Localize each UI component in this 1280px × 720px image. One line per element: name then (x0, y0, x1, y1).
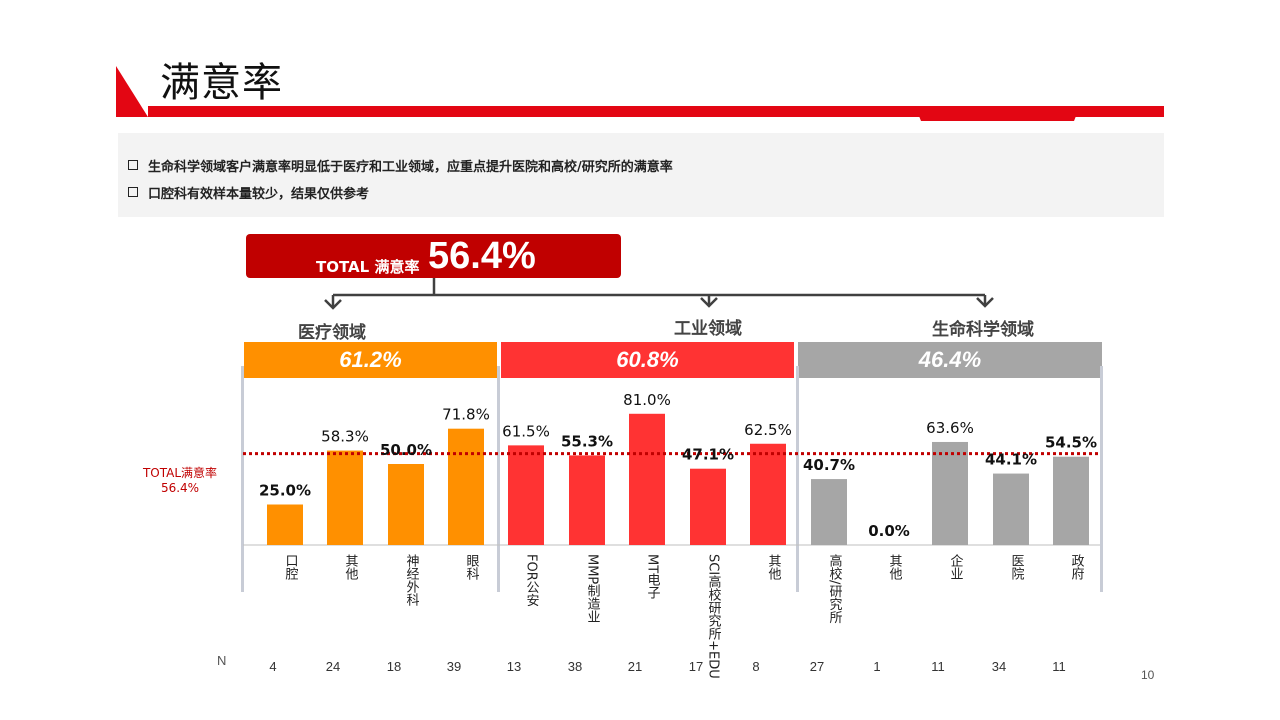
page-number: 10 (1141, 668, 1155, 682)
n-value: 34 (992, 659, 1006, 674)
bar (267, 504, 303, 545)
reference-label: TOTAL满意率 56.4% (130, 466, 230, 496)
n-axis-label: N (217, 653, 227, 668)
data-label: 54.5% (1045, 434, 1097, 452)
bar (508, 445, 544, 545)
category-label: FOR公安 (524, 554, 540, 607)
n-value: 21 (628, 659, 642, 674)
group-divider (241, 366, 244, 592)
n-value: 11 (931, 659, 945, 674)
banner-industrial: 60.8% (501, 342, 794, 378)
category-label: 神经外科 (404, 554, 420, 606)
data-label: 58.3% (321, 428, 369, 446)
category-label: 其他 (343, 554, 359, 581)
category-label: 其他 (766, 554, 782, 581)
group-divider (796, 366, 799, 592)
n-value: 24 (326, 659, 340, 674)
group-title-medical: 医疗领域 (298, 323, 366, 343)
bar (932, 441, 968, 545)
n-value: 38 (568, 659, 582, 674)
total-label: TOTAL 满意率 (316, 258, 420, 276)
group-divider (497, 366, 500, 592)
note-item: 口腔科有效样本量较少，结果仅供参考 (128, 183, 369, 202)
category-label: MMP制造业 (585, 554, 601, 623)
header-red-wedge (116, 66, 148, 117)
n-value: 11 (1052, 659, 1066, 674)
header-decoration (116, 66, 1164, 121)
n-value: 1 (873, 659, 880, 674)
n-value: 8 (752, 659, 759, 674)
total-satisfaction-box: TOTAL 满意率 56.4% (246, 234, 621, 278)
notes-panel: 生命科学领域客户满意率明显低于医疗和工业领域，应重点提升医院和高校/研究所的满意… (118, 133, 1164, 217)
banner-lifescience: 46.4% (798, 342, 1102, 378)
data-label: 47.1% (682, 446, 734, 464)
n-value: 13 (507, 659, 521, 674)
data-label: 0.0% (868, 522, 910, 540)
data-label: 81.0% (623, 391, 671, 409)
note-text: 生命科学领域客户满意率明显低于医疗和工业领域，应重点提升医院和高校/研究所的满意… (148, 160, 673, 175)
n-value: 39 (447, 659, 461, 674)
bullet-square-icon (128, 187, 138, 197)
data-label: 40.7% (803, 456, 855, 474)
category-label: 口腔 (283, 554, 299, 580)
bar (993, 473, 1029, 545)
group-title-lifescience: 生命科学领域 (932, 320, 1034, 340)
reference-label-value: 56.4% (160, 481, 200, 495)
data-label: 25.0% (259, 482, 311, 500)
group-divider (1100, 366, 1103, 592)
bar (448, 428, 484, 545)
data-label: 62.5% (744, 421, 792, 439)
labels-layer: 25.0%口腔458.3%其他2450.0%神经外科1871.8%眼科3961.… (259, 391, 1097, 679)
category-label: 眼科 (464, 554, 480, 580)
banner-medical: 61.2% (244, 342, 497, 378)
category-label: 高校/研究所 (827, 553, 843, 623)
data-label: 61.5% (502, 422, 550, 440)
header-red-bar (148, 106, 1164, 117)
data-label: 50.0% (380, 441, 432, 459)
page-title: 满意率 (160, 60, 283, 106)
total-value: 56.4% (428, 235, 536, 277)
n-value: 17 (689, 659, 703, 674)
category-label: 政府 (1069, 554, 1085, 581)
bar (811, 479, 847, 545)
header-red-tab (915, 106, 1080, 121)
n-value: 4 (269, 659, 276, 674)
category-label: 企业 (948, 553, 964, 580)
category-label: SCI高校研究所+EDU (706, 554, 722, 679)
bar (750, 443, 786, 545)
data-label: 63.6% (926, 419, 974, 437)
bars-layer (267, 413, 1089, 545)
note-text: 口腔科有效样本量较少，结果仅供参考 (148, 187, 370, 202)
bar (327, 450, 363, 545)
bar (569, 455, 605, 545)
reference-label-title: TOTAL满意率 (142, 466, 218, 480)
category-label: 其他 (887, 554, 903, 581)
data-label: 71.8% (442, 406, 490, 424)
bar (1053, 456, 1089, 545)
data-label: 44.1% (985, 451, 1037, 469)
bar (388, 464, 424, 545)
bullet-square-icon (128, 160, 138, 170)
category-label: 医院 (1009, 554, 1024, 580)
data-label: 55.3% (561, 432, 613, 450)
bar (690, 468, 726, 545)
note-item: 生命科学领域客户满意率明显低于医疗和工业领域，应重点提升医院和高校/研究所的满意… (128, 156, 673, 175)
category-label: MT电子 (645, 554, 661, 600)
n-value: 18 (387, 659, 401, 674)
group-title-industrial: 工业领域 (674, 319, 742, 339)
bar (629, 413, 665, 545)
n-value: 27 (810, 659, 824, 674)
